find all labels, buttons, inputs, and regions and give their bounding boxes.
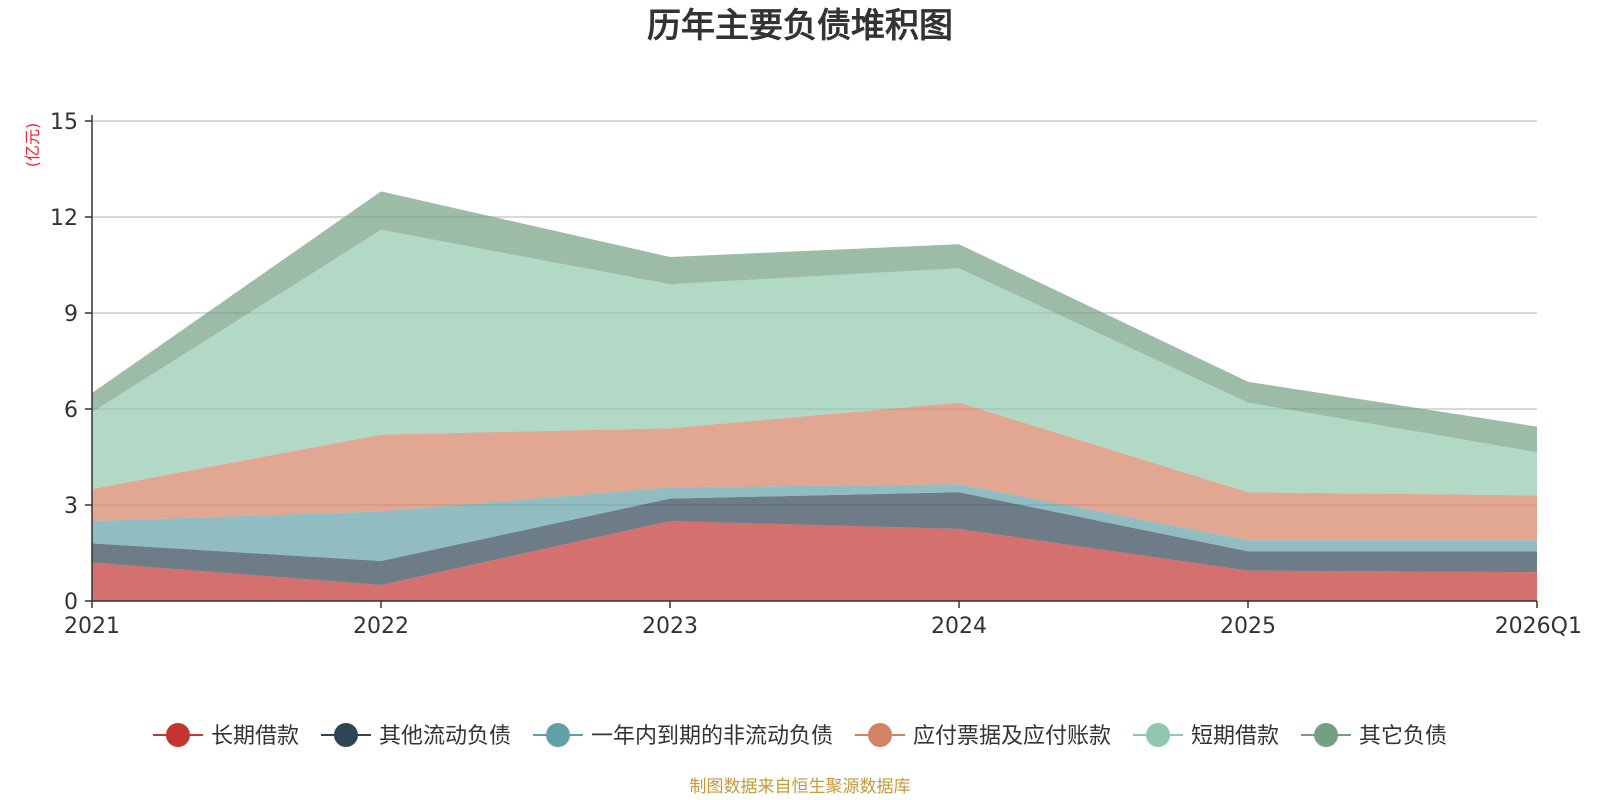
- area-series-4: [92, 229, 1537, 496]
- x-tick-label-0: 2021: [64, 614, 120, 639]
- x-tick-label-3: 2024: [931, 614, 987, 639]
- area-series-0: [92, 521, 1537, 601]
- legend-marker-5: [1314, 723, 1339, 747]
- legend-marker-3: [868, 723, 892, 747]
- legend-marker-2: [545, 723, 570, 747]
- area-series-1: [92, 492, 1537, 585]
- y-axis-unit-label: (亿元): [23, 123, 42, 168]
- legend-label-0: 长期借款: [211, 724, 299, 749]
- x-tick-label-2: 2023: [642, 614, 698, 639]
- chart-title: 历年主要负债堆积图: [647, 6, 953, 46]
- y-tick-label-15: 15: [50, 110, 78, 135]
- legend-label-4: 短期借款: [1191, 724, 1279, 749]
- area-series-5: [92, 191, 1537, 453]
- legend-marker-4: [1146, 723, 1171, 747]
- y-tick-label-3: 3: [64, 494, 78, 519]
- legend-label-2: 一年内到期的非流动负债: [591, 724, 833, 749]
- legend-marker-1: [333, 723, 358, 747]
- legend-label-1: 其他流动负债: [379, 724, 511, 749]
- legend-marker-0: [165, 723, 190, 747]
- legend-label-3: 应付票据及应付账款: [913, 724, 1111, 749]
- x-tick-label-5: 2026Q1: [1495, 614, 1582, 639]
- y-tick-label-6: 6: [64, 398, 78, 423]
- legend: 长期借款 其他流动负债 一年内到期的非流动负债 应付票据及应付账款 短期借款 其它负债: [152, 723, 1447, 749]
- y-tick-label-0: 0: [64, 590, 78, 615]
- area-series: [92, 191, 1537, 601]
- y-tick-label-9: 9: [64, 302, 78, 327]
- source-note: 制图数据来自恒生聚源数据库: [690, 777, 911, 797]
- x-tick-label-4: 2025: [1220, 614, 1276, 639]
- legend-label-5: 其它负债: [1359, 724, 1447, 749]
- y-tick-label-12: 12: [50, 206, 78, 231]
- x-tick-label-1: 2022: [353, 614, 409, 639]
- area-series-2: [92, 484, 1537, 561]
- axes: 0 3 6 9 12 15 2021 2022 2023 2024 2025 2026Q1: [50, 110, 1582, 639]
- area-series-3: [92, 402, 1537, 541]
